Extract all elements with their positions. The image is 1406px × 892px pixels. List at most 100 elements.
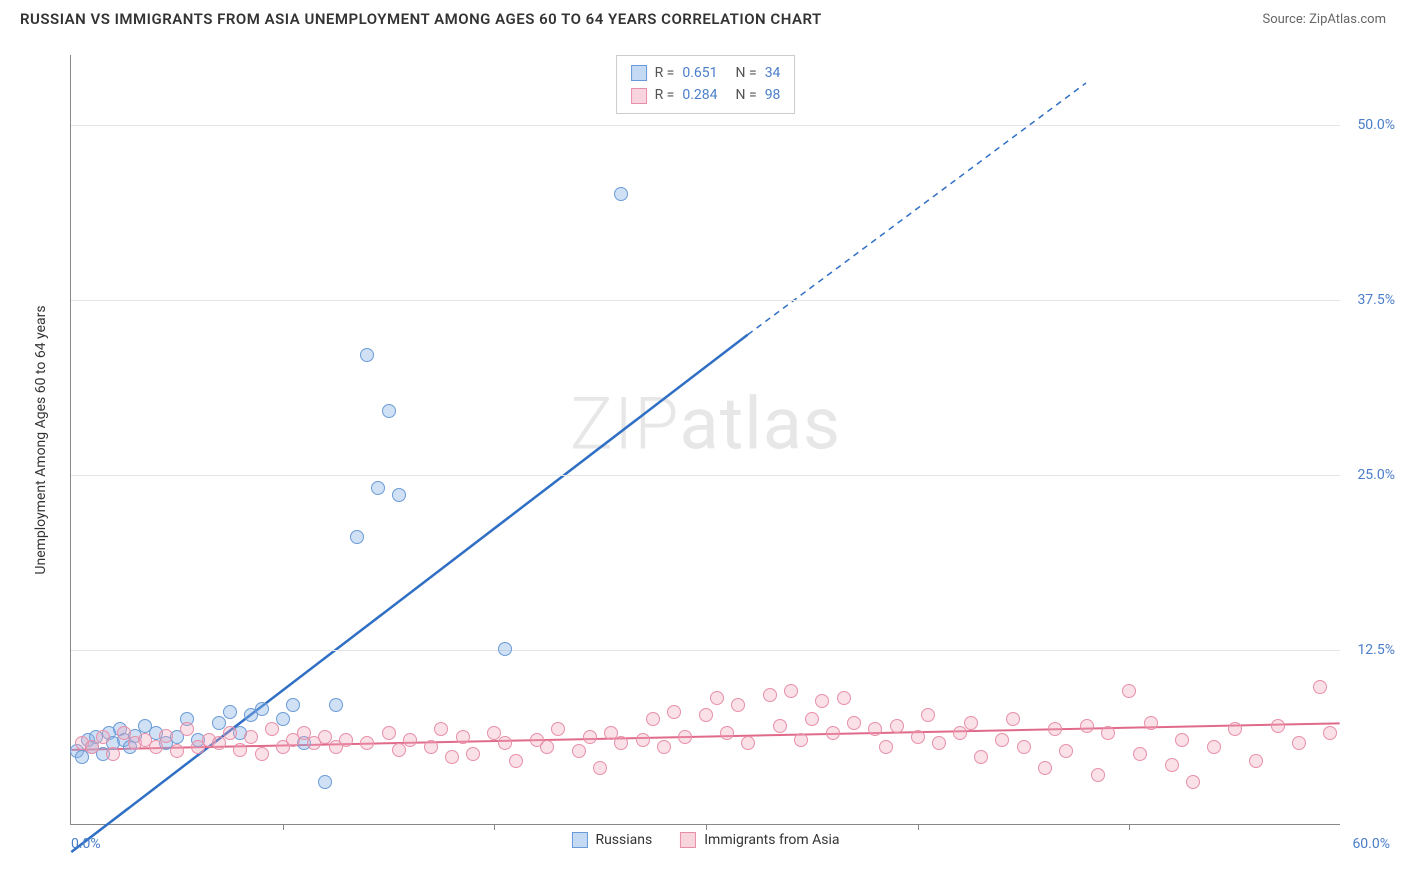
- data-point: [445, 750, 459, 764]
- legend-row-immigrants: R = 0.284 N = 98: [631, 84, 781, 106]
- legend-r-value-immigrants: 0.284: [682, 84, 717, 106]
- data-point: [720, 726, 734, 740]
- data-point: [149, 740, 163, 754]
- legend-series: Russians Immigrants from Asia: [571, 832, 839, 848]
- data-point: [614, 736, 628, 750]
- data-point: [995, 733, 1009, 747]
- data-point: [699, 708, 713, 722]
- data-point: [1144, 716, 1158, 730]
- legend-row-russians: R = 0.651 N = 34: [631, 62, 781, 84]
- data-point: [932, 736, 946, 750]
- data-point: [636, 733, 650, 747]
- data-point: [424, 740, 438, 754]
- legend-correlation: R = 0.651 N = 34 R = 0.284 N = 98: [616, 55, 796, 114]
- x-tick: [283, 824, 284, 830]
- data-point: [339, 733, 353, 747]
- data-point: [1323, 726, 1337, 740]
- plot-area: Unemployment Among Ages 60 to 64 years Z…: [70, 55, 1340, 825]
- data-point: [255, 702, 269, 716]
- data-point: [1175, 733, 1189, 747]
- data-point: [233, 743, 247, 757]
- y-tick-label: 12.5%: [1345, 642, 1395, 658]
- data-point: [159, 729, 173, 743]
- data-point: [434, 722, 448, 736]
- source-label: Source:: [1262, 12, 1309, 27]
- data-point: [350, 530, 364, 544]
- data-point: [223, 726, 237, 740]
- legend-n-value-russians: 34: [765, 62, 781, 84]
- data-point: [509, 754, 523, 768]
- data-point: [593, 761, 607, 775]
- data-point: [974, 750, 988, 764]
- data-point: [1017, 740, 1031, 754]
- legend-label-immigrants: Immigrants from Asia: [704, 832, 839, 848]
- data-point: [763, 688, 777, 702]
- data-point: [360, 348, 374, 362]
- data-point: [286, 698, 300, 712]
- data-point: [170, 744, 184, 758]
- x-tick: [494, 824, 495, 830]
- data-point: [657, 740, 671, 754]
- data-point: [540, 740, 554, 754]
- data-point: [223, 705, 237, 719]
- y-axis-label: Unemployment Among Ages 60 to 64 years: [33, 305, 49, 574]
- y-tick-label: 50.0%: [1345, 117, 1395, 133]
- data-point: [371, 481, 385, 495]
- data-point: [96, 730, 110, 744]
- data-point: [1186, 775, 1200, 789]
- legend-r-value-russians: 0.651: [682, 62, 717, 84]
- x-tick: [918, 824, 919, 830]
- data-point: [382, 726, 396, 740]
- legend-swatch-blue: [571, 832, 587, 848]
- data-point: [879, 740, 893, 754]
- data-point: [106, 747, 120, 761]
- chart-container: Unemployment Among Ages 60 to 64 years Z…: [50, 40, 1390, 860]
- data-point: [731, 698, 745, 712]
- data-point: [784, 684, 798, 698]
- data-point: [329, 698, 343, 712]
- legend-n-value-immigrants: 98: [765, 84, 781, 106]
- data-point: [244, 730, 258, 744]
- data-point: [498, 736, 512, 750]
- data-point: [180, 722, 194, 736]
- legend-n-label: N =: [736, 84, 757, 106]
- legend-swatch-pink: [631, 88, 647, 104]
- data-point: [667, 705, 681, 719]
- data-point: [265, 722, 279, 736]
- y-tick-label: 37.5%: [1345, 292, 1395, 308]
- data-point: [1006, 712, 1020, 726]
- x-tick: [1129, 824, 1130, 830]
- data-point: [1228, 722, 1242, 736]
- chart-source: Source: ZipAtlas.com: [1262, 12, 1386, 27]
- data-point: [466, 747, 480, 761]
- gridline: [71, 650, 1340, 651]
- data-point: [794, 733, 808, 747]
- legend-r-label: R =: [655, 62, 675, 84]
- data-point: [360, 736, 374, 750]
- x-tick: [706, 824, 707, 830]
- legend-swatch-pink: [680, 832, 696, 848]
- data-point: [1207, 740, 1221, 754]
- legend-item-immigrants: Immigrants from Asia: [680, 832, 839, 848]
- data-point: [1080, 719, 1094, 733]
- data-point: [1165, 758, 1179, 772]
- data-point: [1038, 761, 1052, 775]
- data-point: [583, 730, 597, 744]
- data-point: [826, 726, 840, 740]
- data-point: [318, 775, 332, 789]
- data-point: [1101, 726, 1115, 740]
- data-point: [614, 187, 628, 201]
- data-point: [551, 722, 565, 736]
- data-point: [868, 722, 882, 736]
- data-point: [1091, 768, 1105, 782]
- data-point: [921, 708, 935, 722]
- legend-label-russians: Russians: [595, 832, 652, 848]
- data-point: [815, 694, 829, 708]
- data-point: [911, 730, 925, 744]
- gridline: [71, 475, 1340, 476]
- data-point: [1249, 754, 1263, 768]
- chart-title: RUSSIAN VS IMMIGRANTS FROM ASIA UNEMPLOY…: [20, 10, 822, 28]
- gridline: [71, 300, 1340, 301]
- data-point: [1292, 736, 1306, 750]
- data-point: [1122, 684, 1136, 698]
